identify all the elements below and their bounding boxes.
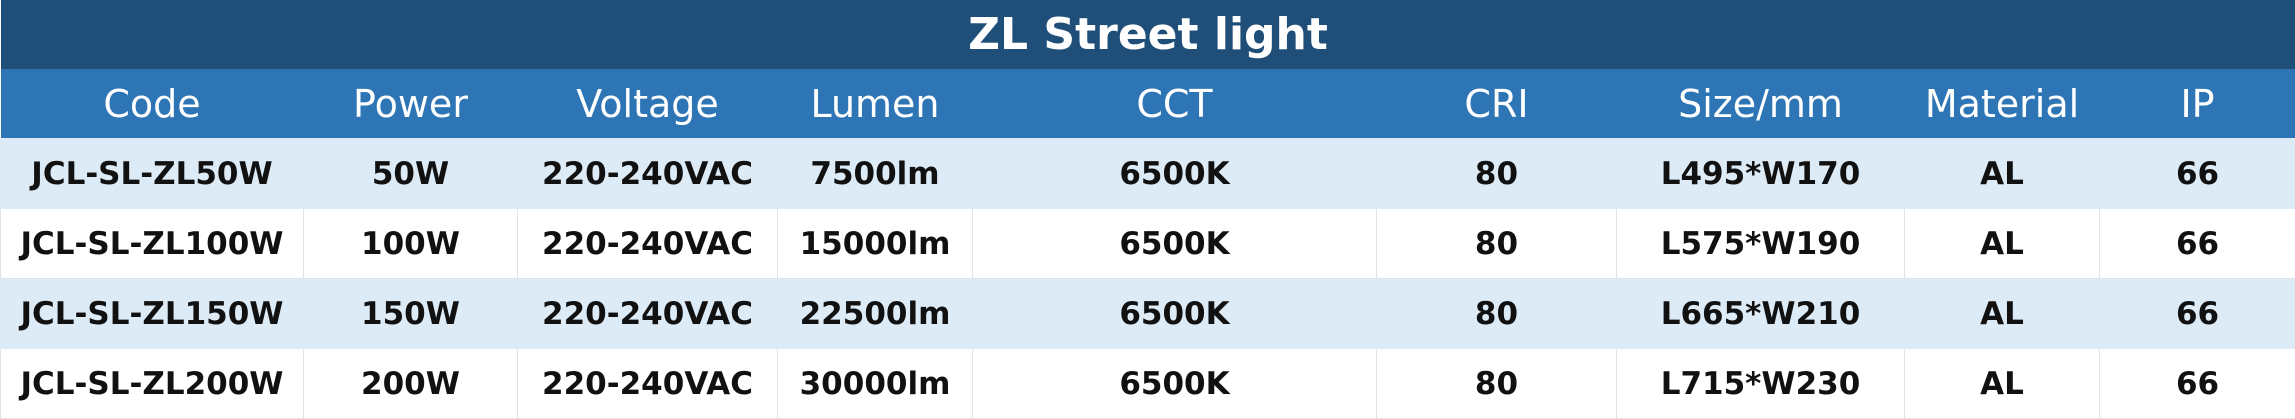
table-cell: 66 bbox=[2100, 279, 2295, 349]
column-header: Lumen bbox=[778, 69, 973, 139]
table-cell: 80 bbox=[1377, 139, 1617, 209]
table-cell: 6500K bbox=[973, 349, 1377, 419]
table-cell: AL bbox=[1905, 209, 2100, 279]
table-cell: AL bbox=[1905, 349, 2100, 419]
table-cell: 66 bbox=[2100, 209, 2295, 279]
column-header: CCT bbox=[973, 69, 1377, 139]
table-cell: 6500K bbox=[973, 139, 1377, 209]
table-cell: 80 bbox=[1377, 349, 1617, 419]
column-header: Material bbox=[1905, 69, 2100, 139]
column-header: IP bbox=[2100, 69, 2295, 139]
table-cell: 7500lm bbox=[778, 139, 973, 209]
table-cell: 66 bbox=[2100, 349, 2295, 419]
table-cell: 22500lm bbox=[778, 279, 973, 349]
table-cell: 6500K bbox=[973, 279, 1377, 349]
column-header: Size/mm bbox=[1617, 69, 1905, 139]
column-header: CRI bbox=[1377, 69, 1617, 139]
table-cell: 66 bbox=[2100, 139, 2295, 209]
table-cell: 220-240VAC bbox=[518, 209, 778, 279]
table-cell: 50W bbox=[304, 139, 518, 209]
table-cell: JCL-SL-ZL150W bbox=[1, 279, 304, 349]
table-cell: 220-240VAC bbox=[518, 279, 778, 349]
table-cell: L715*W230 bbox=[1617, 349, 1905, 419]
table-cell: 80 bbox=[1377, 209, 1617, 279]
table-cell: JCL-SL-ZL50W bbox=[1, 139, 304, 209]
table-cell: 30000lm bbox=[778, 349, 973, 419]
table-cell: 150W bbox=[304, 279, 518, 349]
table-cell: 220-240VAC bbox=[518, 349, 778, 419]
table-cell: AL bbox=[1905, 279, 2100, 349]
table-cell: 220-240VAC bbox=[518, 139, 778, 209]
table-cell: 6500K bbox=[973, 209, 1377, 279]
table-cell: 15000lm bbox=[778, 209, 973, 279]
column-header: Voltage bbox=[518, 69, 778, 139]
column-header: Power bbox=[304, 69, 518, 139]
table-cell: 200W bbox=[304, 349, 518, 419]
table-cell: L495*W170 bbox=[1617, 139, 1905, 209]
table-title: ZL Street light bbox=[1, 0, 2295, 69]
table-cell: 100W bbox=[304, 209, 518, 279]
table-cell: JCL-SL-ZL200W bbox=[1, 349, 304, 419]
table-cell: L665*W210 bbox=[1617, 279, 1905, 349]
table-cell: AL bbox=[1905, 139, 2100, 209]
table-cell: 80 bbox=[1377, 279, 1617, 349]
column-header: Code bbox=[1, 69, 304, 139]
table-cell: L575*W190 bbox=[1617, 209, 1905, 279]
table-cell: JCL-SL-ZL100W bbox=[1, 209, 304, 279]
